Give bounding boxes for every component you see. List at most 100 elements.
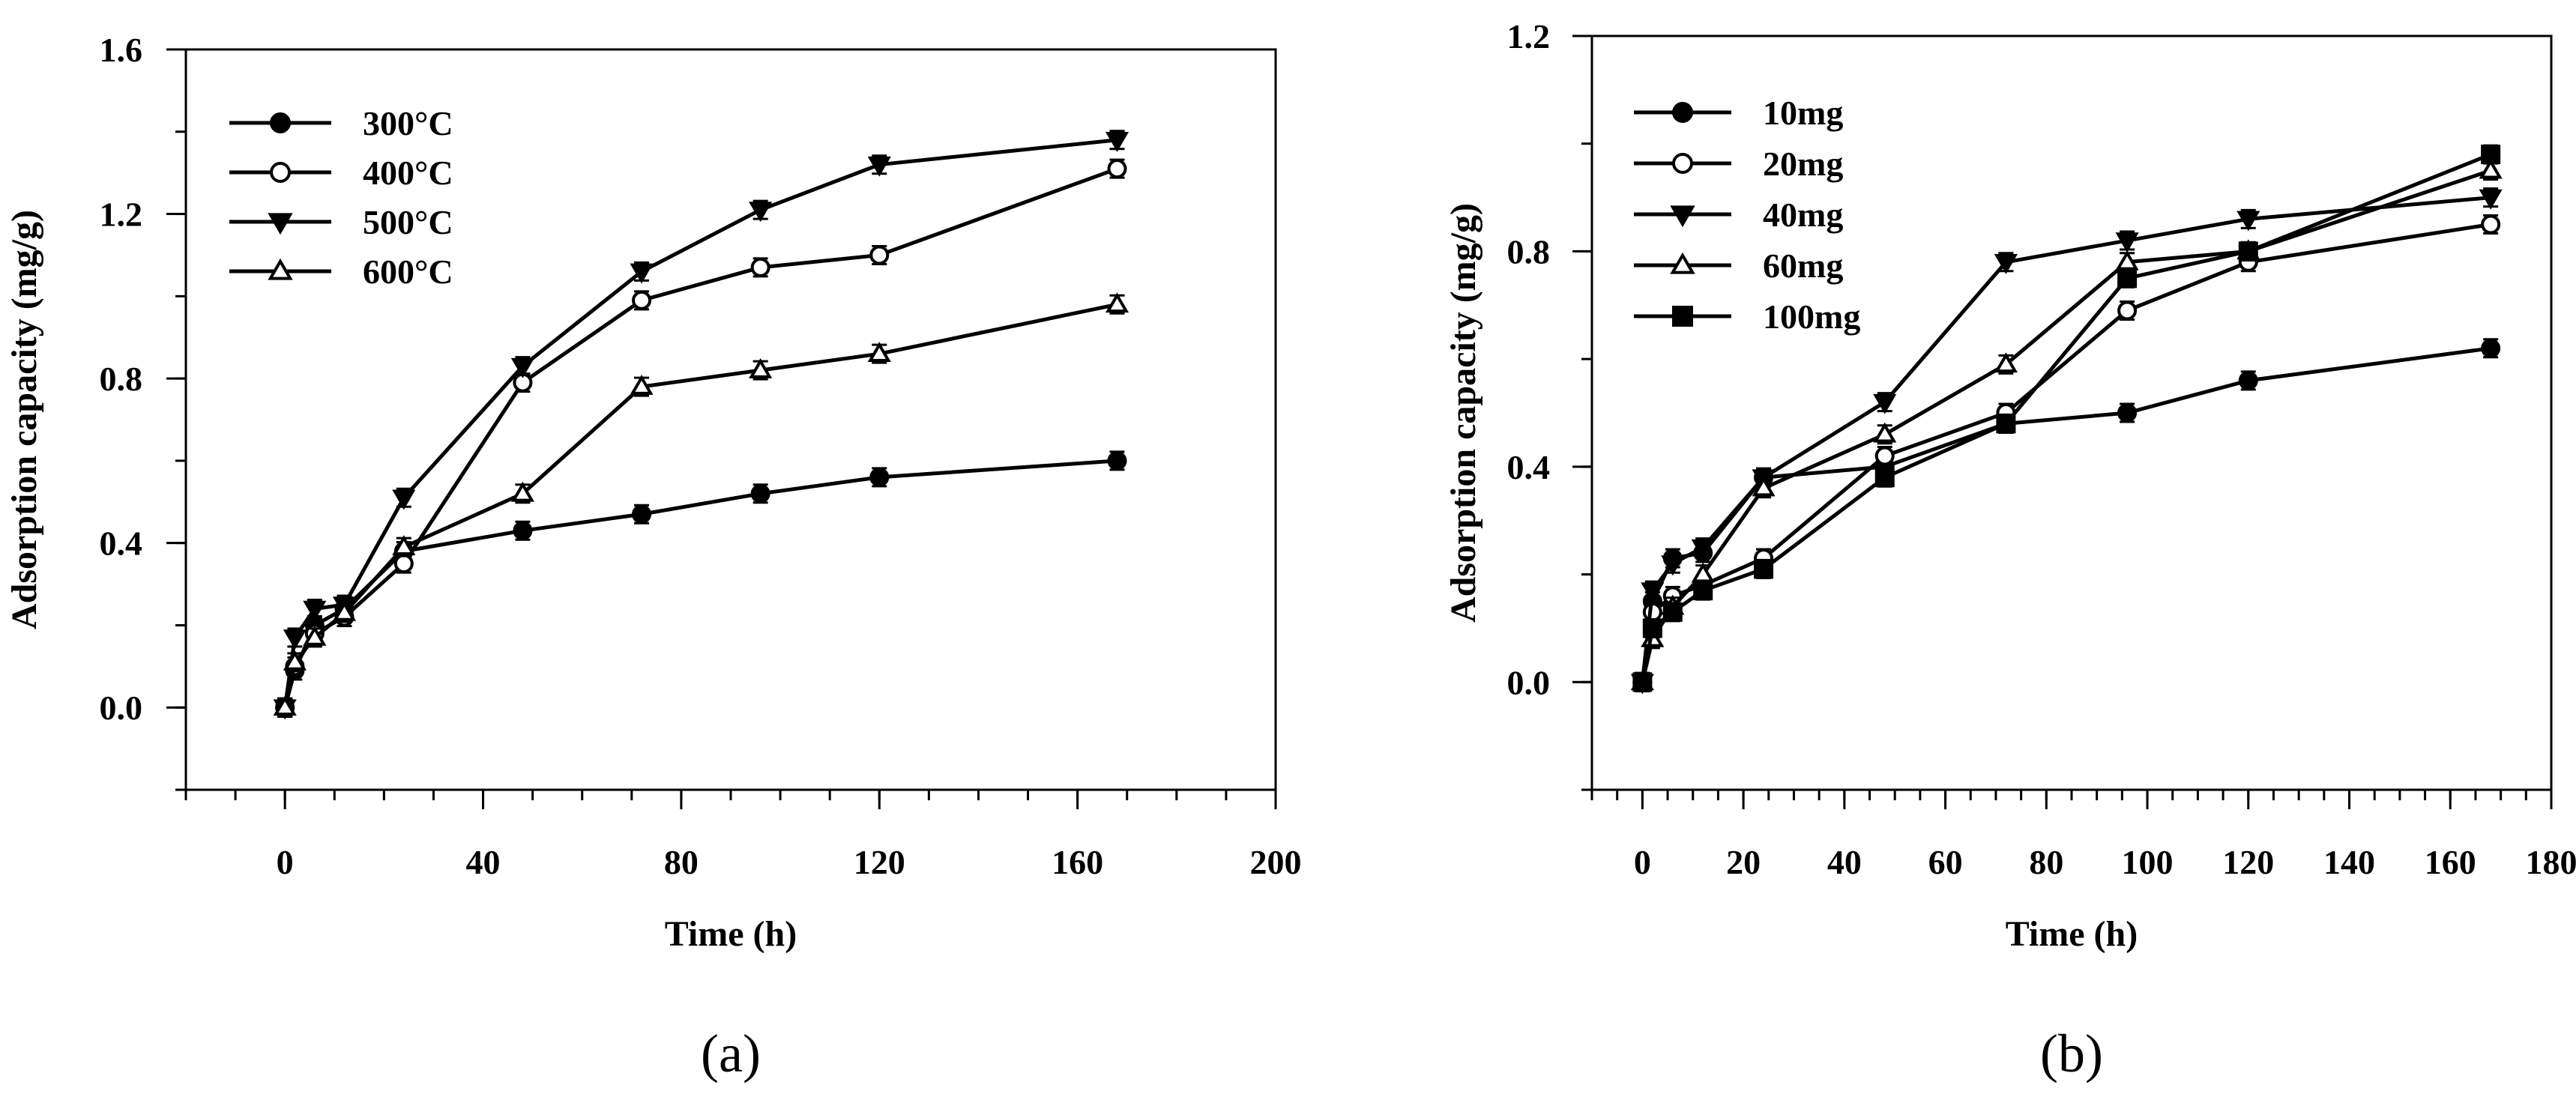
data-point-shape: [1994, 352, 2018, 373]
data-point: [392, 489, 416, 510]
x-tick-label: 0: [1634, 843, 1651, 881]
legend-item-40mg: 40mg: [1634, 196, 1843, 234]
legend-marker-shape: [1672, 153, 1693, 174]
y-axis-title: Adsorption capacity (mg/g): [4, 210, 44, 629]
data-point-shape: [1641, 582, 1665, 603]
data-point: [2481, 145, 2501, 165]
x-tick-label: 120: [2222, 843, 2274, 881]
data-point-shape: [2479, 158, 2503, 179]
data-point-shape: [2481, 214, 2501, 235]
legend-label: 600°C: [363, 253, 453, 291]
data-point: [1107, 450, 1127, 471]
series-600c: [273, 292, 1129, 718]
legend: 10mg 20mg 40mg 60mg 100mg: [1634, 94, 1860, 336]
data-point: [2479, 189, 2503, 210]
data-point-shape: [2115, 232, 2139, 253]
legend-marker: [1672, 153, 1693, 174]
y-axis-title: Adsorption capacity (mg/g): [1444, 203, 1483, 623]
panel-caption: (a): [701, 1024, 761, 1084]
data-point: [867, 342, 891, 362]
series-line-60mg: [1640, 169, 2491, 683]
data-point: [510, 357, 534, 378]
data-point: [1105, 131, 1129, 152]
x-tick-label: 140: [2323, 843, 2375, 881]
data-point-shape: [750, 483, 770, 504]
legend-marker-shape: [270, 162, 291, 183]
data-point: [2238, 241, 2258, 262]
data-point-shape: [393, 554, 414, 574]
x-tick-label: 120: [854, 843, 905, 881]
legend-marker: [270, 162, 291, 183]
data-point: [1107, 159, 1127, 179]
data-point-shape: [632, 290, 652, 310]
data-point: [869, 245, 890, 265]
data-point-shape: [303, 600, 327, 621]
legend-marker: [1672, 102, 1693, 123]
legend-item-300c: 300°C: [229, 104, 453, 142]
data-point: [1996, 414, 2016, 434]
legend-marker-shape: [268, 258, 293, 280]
data-point: [630, 374, 654, 395]
data-point-shape: [1874, 468, 1895, 488]
x-tick-label: 80: [2029, 843, 2063, 881]
data-point-shape: [1996, 414, 2016, 434]
data-point: [283, 650, 307, 671]
data-point-shape: [1691, 539, 1715, 560]
data-point-shape: [2481, 338, 2501, 358]
legend-marker-shape: [1672, 102, 1693, 123]
data-point-shape: [2479, 189, 2503, 210]
data-point-shape: [1873, 422, 1897, 443]
x-tick-label: 160: [1052, 843, 1103, 881]
legend: 300°C 400°C 500°C 600°C: [229, 104, 453, 291]
series-line-40mg: [1640, 196, 2491, 683]
data-point-shape: [2481, 145, 2501, 165]
data-point-shape: [1107, 159, 1127, 179]
data-point: [1105, 292, 1129, 313]
legend-marker-shape: [1672, 306, 1693, 327]
legend-item-500c: 500°C: [229, 203, 453, 241]
data-point-shape: [867, 342, 891, 362]
chart-panel-a: 0 40 80 120 160 200 0.0 0.4 0.8 1.2 1.6 Time (h) Ads…: [4, 31, 1302, 1084]
x-tick-label: 40: [466, 843, 501, 881]
data-point-shape: [867, 156, 891, 177]
series-line-500c: [283, 138, 1117, 708]
legend-marker: [270, 112, 291, 133]
legend-label: 500°C: [363, 203, 453, 241]
data-point: [1874, 446, 1895, 466]
x-tick-label: 20: [1726, 843, 1761, 881]
data-point: [1994, 254, 2018, 274]
series-40mg: [1630, 187, 2503, 695]
data-point-shape: [1107, 450, 1127, 471]
data-point-shape: [1662, 602, 1683, 622]
data-point: [2115, 232, 2139, 253]
data-point-shape: [749, 358, 773, 378]
y-tick-label: 0.4: [100, 525, 143, 563]
x-tick-label: 80: [664, 843, 699, 881]
legend-marker-shape: [1670, 205, 1695, 228]
data-point: [750, 257, 770, 277]
data-point-shape: [869, 467, 890, 487]
legend-marker: [1670, 205, 1695, 228]
legend-label: 100mg: [1763, 297, 1860, 336]
data-point: [2117, 268, 2138, 288]
data-point-shape: [750, 257, 770, 277]
data-point: [303, 625, 327, 646]
legend-marker-shape: [270, 112, 291, 133]
data-point: [1873, 393, 1897, 414]
legend-marker-shape: [1670, 252, 1695, 274]
data-point: [1693, 581, 1713, 601]
x-tick-label: 0: [277, 843, 294, 881]
data-point: [1632, 672, 1653, 692]
data-point: [513, 521, 533, 541]
x-tick-label: 100: [2122, 843, 2174, 881]
data-point: [303, 600, 327, 621]
data-point-shape: [392, 535, 416, 555]
data-point-shape: [513, 521, 533, 541]
data-point: [1874, 468, 1895, 488]
legend-item-10mg: 10mg: [1634, 94, 1843, 132]
data-point-shape: [303, 625, 327, 646]
legend-item-600c: 600°C: [229, 253, 453, 291]
data-point-shape: [2117, 403, 2138, 423]
